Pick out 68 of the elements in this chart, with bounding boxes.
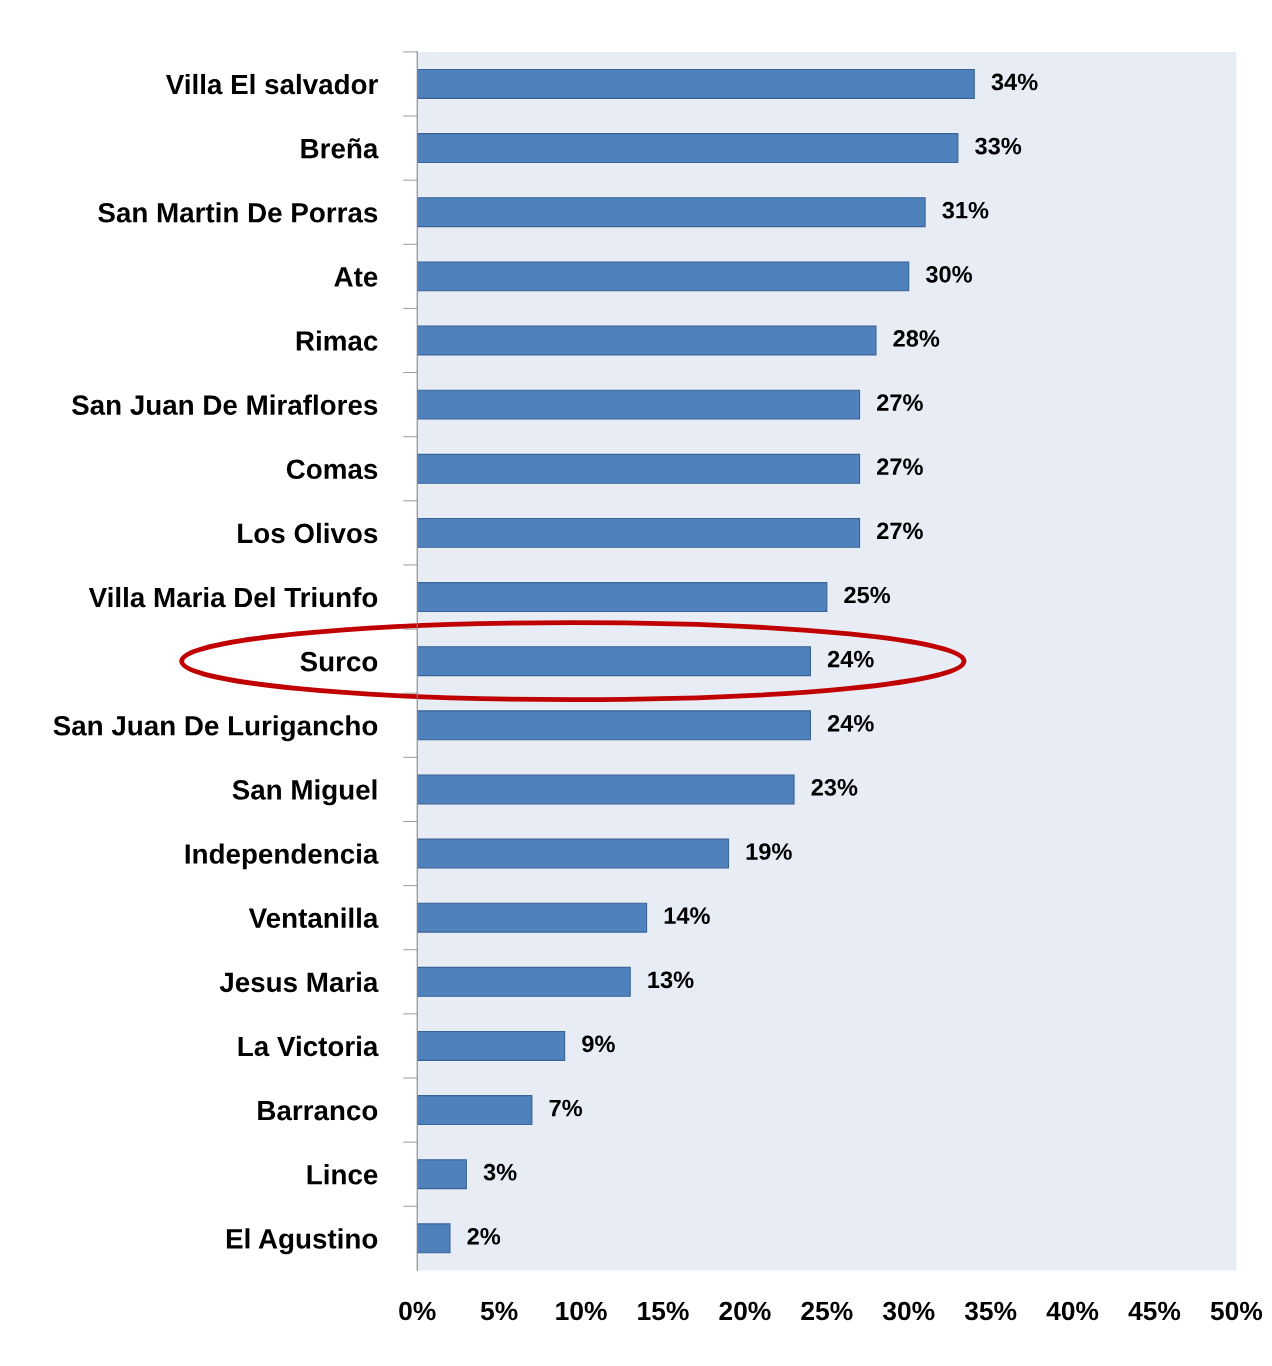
bar [417,68,975,99]
data-label: 31% [942,201,989,219]
y-tick-label: Villa Maria Del Triunfo [88,586,378,608]
x-tick-label: 45% [1128,1301,1181,1321]
x-tick-label: 20% [719,1301,771,1321]
y-tick-label: Los Olivos [238,522,378,544]
bar [417,261,910,292]
x-tick-label: 10% [556,1301,607,1321]
bar [417,197,926,228]
y-tick-label: San Martin De Porras [98,202,378,223]
data-label: 13% [648,971,694,989]
y-tick-label: Breña [301,138,379,159]
y-tick-label: San Juan De Lurigancho [53,715,378,742]
bar [417,517,861,548]
bar [417,389,861,420]
data-label: 19% [746,843,792,860]
data-label: 27% [877,394,923,411]
data-label: 24% [827,714,874,732]
y-tick-label: Barranco [258,1101,378,1121]
y-tick-label: Rimac [296,330,378,351]
bar [417,133,959,164]
data-label: 7% [549,1099,583,1117]
data-label: 25% [844,586,891,604]
bar [417,453,861,484]
bar [417,646,811,677]
x-tick-label: 15% [638,1301,689,1321]
y-tick-label: San Juan De Miraflores [71,394,378,415]
bar [417,1159,467,1190]
bar [417,325,877,356]
data-label: 24% [827,650,874,668]
data-label: 28% [893,330,940,347]
y-tick-label: Surco [300,651,378,672]
y-tick-label: Villa El salvador [165,73,378,95]
bar [417,966,631,997]
bar [417,902,648,933]
data-label: 14% [664,907,710,924]
y-tick-label: La Victoria [238,1035,379,1057]
x-tick-label: 40% [1046,1301,1099,1321]
y-tick-label: Lince [307,1164,378,1185]
data-label: 27% [877,458,923,476]
bar [417,1030,566,1061]
y-tick-label: Ventanilla [248,907,379,928]
bar [417,838,730,869]
y-tick-label: Jesus Maria [219,971,379,993]
bar [417,710,811,741]
bar [417,582,828,612]
data-label: 2% [467,1227,501,1245]
y-tick-label: Ate [334,267,378,287]
data-label: 23% [811,779,858,796]
y-tick-label: Independencia [185,843,379,870]
data-label: 30% [925,265,973,283]
y-tick-label: El Agustino [226,1228,378,1255]
x-tick-label: 25% [801,1301,853,1321]
data-label: 33% [975,137,1022,155]
x-tick-label: 5% [480,1301,518,1321]
bar [417,774,795,805]
data-label: 27% [877,522,923,540]
bar [417,1223,451,1254]
bar [417,1095,533,1126]
data-label: 3% [483,1163,517,1181]
data-label: 9% [582,1035,615,1053]
y-tick-label: Comas [286,459,378,480]
x-tick-label: 0% [399,1301,436,1321]
x-tick-label: 35% [964,1301,1017,1321]
y-tick-label: San Miguel [232,779,377,806]
data-label: 34% [991,73,1038,91]
x-tick-label: 50% [1210,1301,1263,1321]
x-tick-label: 30% [882,1301,935,1321]
